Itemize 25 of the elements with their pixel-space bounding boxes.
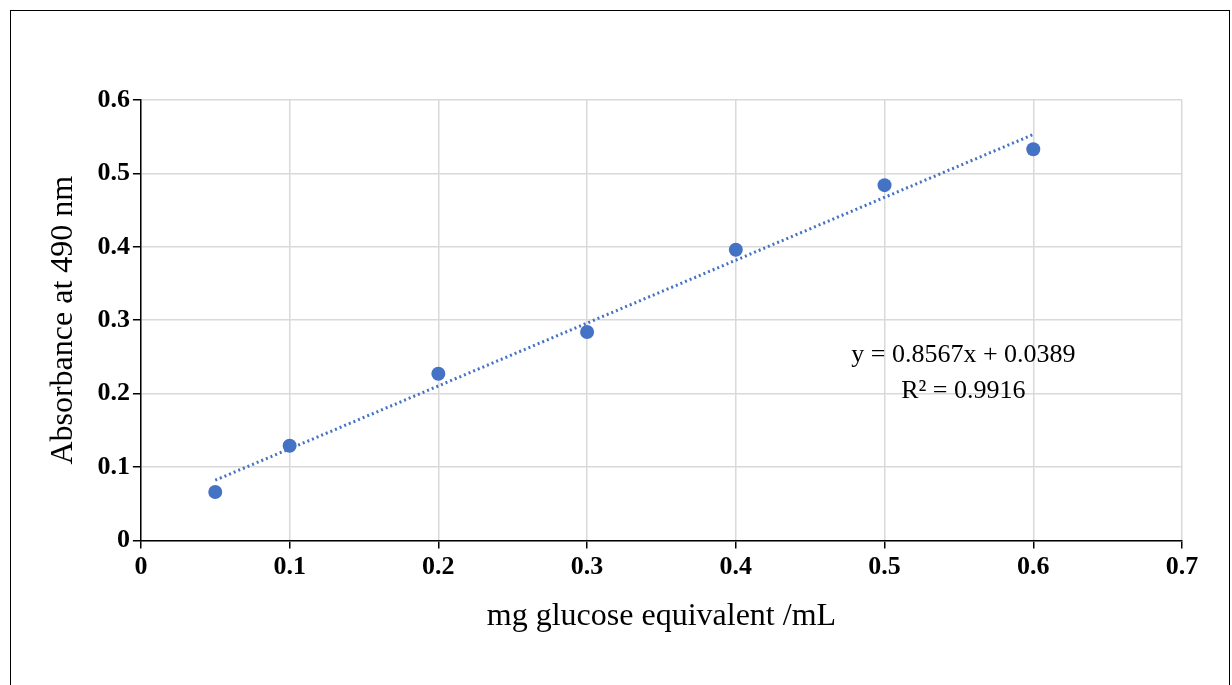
annotation: y = 0.8567x + 0.0389: [851, 339, 1076, 369]
x-tick-label: 0.7: [1165, 550, 1199, 580]
point: [208, 484, 223, 499]
x-tick-label: 0.4: [719, 550, 753, 580]
point: [728, 242, 743, 257]
x-tick-label: 0.1: [273, 550, 306, 580]
point: [877, 178, 892, 193]
x-tick-label: 0.2: [422, 550, 455, 580]
x-tick-label: 0.3: [570, 550, 604, 580]
y-tick-label: 0.5: [97, 157, 130, 187]
y-tick-label: 0.1: [97, 450, 130, 480]
y-axis-title: Absorbance at 490 nm: [42, 175, 79, 465]
point: [1026, 142, 1041, 157]
point: [282, 438, 297, 453]
y-tick-label: 0: [116, 524, 130, 554]
y-tick-label: 0.4: [97, 230, 130, 260]
point: [431, 366, 446, 381]
annotation: R² = 0.9916: [901, 375, 1026, 405]
y-tick-label: 0.6: [97, 83, 130, 113]
x-tick-label: 0.6: [1017, 550, 1050, 580]
point: [580, 324, 595, 339]
y-tick-label: 0.3: [97, 303, 130, 333]
x-tick-label: 0.5: [868, 550, 901, 580]
x-axis-title: mg glucose equivalent /mL: [486, 596, 837, 633]
y-tick-label: 0.2: [97, 377, 130, 407]
